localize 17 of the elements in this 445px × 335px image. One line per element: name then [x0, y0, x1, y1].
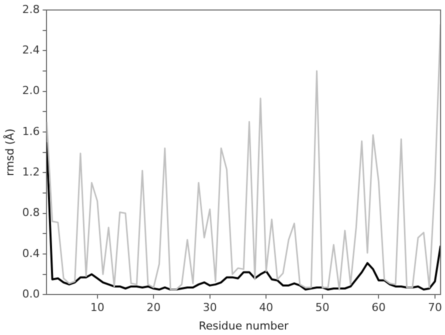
x-tick-label: 70: [428, 301, 442, 314]
y-tick-label: 0.8: [22, 206, 40, 220]
y-tick-label: 2.8: [22, 2, 40, 16]
y-tick-label: 1.6: [22, 124, 40, 138]
y-tick-label: 0.4: [22, 246, 40, 260]
x-tick-label: 40: [259, 301, 274, 314]
x-tick-label: 20: [146, 301, 161, 314]
x-axis-title: Residue number: [198, 319, 290, 332]
x-tick-label: 50: [315, 301, 330, 314]
y-tick-label: 2.4: [22, 44, 40, 57]
x-tick-label: 30: [202, 301, 217, 314]
y-tick-label: 0.0: [22, 287, 40, 300]
y-axis-title: rmsd (Å): [2, 128, 16, 176]
x-tick-label: 60: [372, 301, 386, 314]
y-tick-label: 2.0: [22, 84, 40, 98]
y-tick-label: 1.2: [22, 165, 40, 178]
x-tick-label: 10: [90, 301, 104, 314]
